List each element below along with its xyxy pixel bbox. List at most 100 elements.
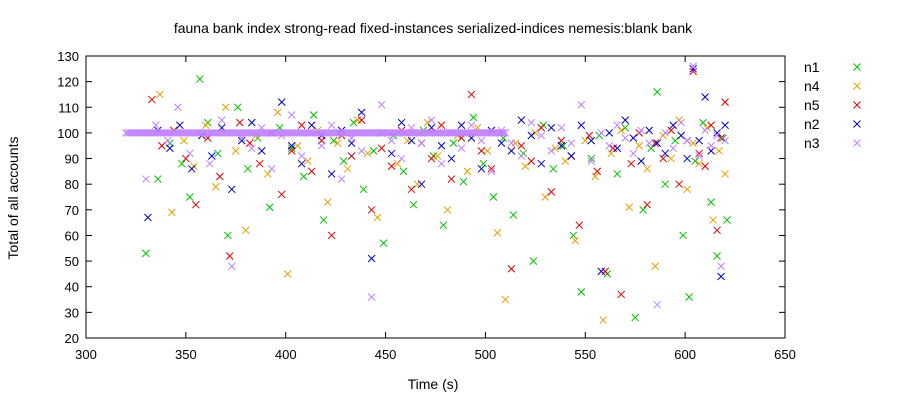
- data-point-n2: [527, 131, 536, 140]
- data-point-n5: [297, 121, 306, 130]
- data-point-n3: [695, 152, 703, 160]
- data-point-n1: [265, 203, 274, 212]
- data-point-n1: [529, 257, 538, 265]
- data-point-n5: [427, 154, 436, 163]
- data-point-n1: [685, 293, 693, 301]
- data-point-n5: [585, 131, 594, 140]
- data-point-n2: [701, 93, 709, 101]
- data-point-n2: [237, 136, 246, 145]
- data-point-n5: [148, 95, 156, 104]
- data-point-n2: [187, 164, 196, 173]
- data-point-n4: [201, 121, 210, 130]
- data-point-n3: [327, 121, 336, 130]
- data-point-n3: [267, 164, 276, 173]
- data-point-n5: [707, 121, 715, 130]
- data-point-n5: [601, 267, 610, 276]
- data-point-n2: [227, 185, 236, 194]
- data-point-n5: [537, 123, 546, 132]
- y-tick-label: 50: [65, 254, 79, 269]
- data-point-n4: [241, 226, 250, 235]
- y-tick-label: 90: [65, 152, 79, 167]
- data-point-n4: [393, 159, 402, 168]
- data-point-n3: [174, 103, 182, 112]
- data-point-n5: [717, 134, 725, 142]
- series-n1: [142, 75, 731, 322]
- data-point-n1: [489, 193, 498, 201]
- band-n3: [122, 129, 510, 137]
- data-point-n4: [709, 216, 717, 224]
- data-point-n4: [561, 157, 570, 165]
- data-point-n1: [349, 118, 358, 127]
- data-point-n5: [467, 90, 476, 99]
- plot-border: [85, 55, 786, 339]
- data-point-n1: [409, 200, 418, 209]
- y-tick-label: 20: [65, 331, 79, 346]
- data-point-n2: [397, 118, 406, 127]
- data-point-n2: [447, 154, 456, 163]
- chart-title: fauna bank index strong-read fixed-insta…: [174, 20, 693, 36]
- data-point-n5: [307, 167, 316, 176]
- data-point-n3: [669, 144, 678, 153]
- data-point-n5: [437, 121, 446, 130]
- data-point-n3: [467, 121, 476, 130]
- data-point-n4: [667, 154, 676, 163]
- data-point-n4: [433, 152, 442, 160]
- data-point-n2: [621, 116, 630, 124]
- data-point-n3: [597, 129, 606, 137]
- data-point-n4: [403, 136, 412, 145]
- data-point-n2: [287, 141, 296, 150]
- data-point-n5: [387, 162, 396, 171]
- data-point-n5: [277, 190, 286, 199]
- y-tick-label: 70: [65, 203, 79, 218]
- data-point-n2: [277, 98, 286, 106]
- data-point-n2: [597, 267, 606, 276]
- data-point-n3: [517, 152, 526, 160]
- data-point-n4: [581, 136, 590, 145]
- data-point-n2: [537, 159, 546, 168]
- data-point-n1: [691, 157, 699, 165]
- series-n3: [142, 62, 729, 309]
- data-point-n5: [487, 164, 496, 173]
- data-point-n3: [397, 154, 406, 163]
- data-point-n2: [176, 121, 184, 130]
- data-point-n5: [721, 98, 729, 106]
- data-point-n3: [621, 134, 630, 142]
- x-tick-label: 400: [275, 347, 297, 362]
- data-point-n3: [645, 139, 654, 148]
- data-point-n1: [439, 221, 448, 230]
- data-point-n3: [547, 147, 556, 155]
- data-point-n3: [721, 136, 729, 145]
- series-n5: [148, 67, 729, 299]
- data-point-n4: [643, 164, 652, 173]
- x-tick-label: 550: [574, 347, 596, 362]
- data-point-n1: [213, 149, 222, 158]
- data-point-n3: [185, 149, 194, 158]
- data-point-n2: [507, 147, 516, 155]
- data-point-n3: [417, 139, 426, 148]
- data-point-n3: [587, 157, 596, 165]
- data-point-n5: [367, 205, 376, 214]
- data-point-n5: [327, 231, 336, 240]
- data-point-n3: [707, 141, 715, 150]
- data-point-n2: [257, 147, 266, 155]
- data-point-n2: [297, 159, 306, 168]
- data-point-n4: [363, 149, 372, 158]
- data-point-n3: [713, 131, 721, 140]
- data-point-n2: [387, 149, 396, 158]
- data-point-n5: [225, 252, 234, 260]
- data-point-n3: [227, 262, 236, 271]
- data-point-n2: [557, 141, 566, 150]
- data-point-n1: [319, 216, 328, 224]
- data-point-n4: [715, 147, 723, 155]
- legend-label-n4: n4: [804, 78, 820, 94]
- data-point-n1: [459, 177, 468, 186]
- data-point-n3: [577, 100, 586, 109]
- data-point-n3: [653, 300, 662, 309]
- data-point-n4: [599, 316, 608, 324]
- data-point-n4: [423, 118, 432, 127]
- y-tick-label: 30: [65, 305, 79, 320]
- data-point-n3: [367, 293, 376, 301]
- data-point-n2: [247, 118, 256, 127]
- data-point-n2: [613, 144, 622, 153]
